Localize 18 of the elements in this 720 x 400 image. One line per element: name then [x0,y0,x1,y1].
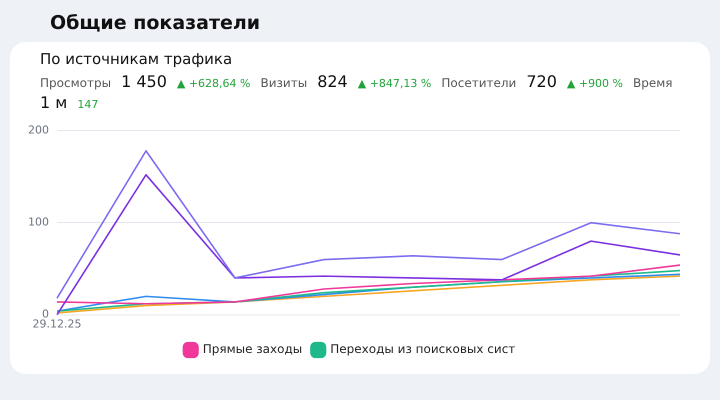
text: ▲ +847,13 % [358,77,432,90]
text: Время [633,76,673,90]
legend-label: Прямые заходы [202,342,302,356]
text: 720 [526,72,557,91]
text: Просмотры [40,76,112,90]
legend-label: Переходы из поисковых сист [330,342,516,356]
text: Визиты [260,76,308,90]
y-tick-label: 100 [28,216,49,229]
chart-subtitle: По источникам трафика [40,50,234,68]
text: 1 450 [121,72,167,91]
text: 1 м [40,93,68,112]
text: Посетители [441,76,516,90]
chart-title: Общие показатели [50,12,262,34]
y-tick-label: 200 [28,123,49,136]
text: 147 [77,98,98,111]
text: 824 [317,72,348,91]
text: ▲ +628,64 % [176,77,250,90]
text: ▲ +900 % [566,77,624,90]
